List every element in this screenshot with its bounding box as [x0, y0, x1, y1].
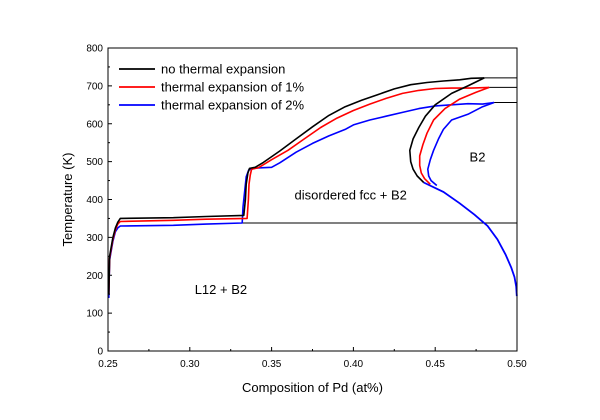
- y-tick-label-8: 800: [86, 44, 103, 55]
- y-tick-label-2: 200: [86, 271, 103, 282]
- y-tick-label-0: 0: [97, 347, 103, 358]
- x-tick-label-0: 0.25: [98, 359, 118, 370]
- x-tick-label-2: 0.35: [262, 359, 282, 370]
- common-boundary-line: [423, 181, 518, 297]
- y-tick-label-7: 700: [86, 81, 103, 92]
- x-tick-label-3: 0.40: [344, 359, 364, 370]
- x-axis-title: Composition of Pd (at%): [242, 380, 383, 395]
- legend: no thermal expansion thermal expansion of…: [119, 62, 305, 113]
- axes-layer: 0.25 0.30 0.35 0.40 0.45 0.50 0 100 200 300 400 500…: [86, 44, 527, 371]
- x-tick-label-4: 0.45: [425, 359, 445, 370]
- annotations-layer: disordered fcc + B2 B2 L12 + B2: [195, 150, 486, 298]
- boundary-branch-0: [409, 77, 485, 184]
- y-tick-label-1: 100: [86, 309, 103, 320]
- y-tick-label-6: 600: [86, 119, 103, 130]
- legend-label-1: thermal expansion of 1%: [161, 80, 305, 95]
- y-tick-label-3: 300: [86, 233, 103, 244]
- legend-label-2: thermal expansion of 2%: [161, 98, 305, 113]
- series-line-1: [108, 86, 490, 295]
- x-tick-label-5: 0.50: [507, 359, 527, 370]
- series-line-0: [108, 77, 485, 295]
- x-tick-label-1: 0.30: [180, 359, 200, 370]
- boundary-branch-1: [418, 86, 490, 185]
- annotation-1: B2: [470, 150, 486, 165]
- series-line-2: [108, 101, 495, 299]
- boundary-branch-2: [427, 101, 495, 187]
- y-tick-label-4: 400: [86, 195, 103, 206]
- y-tick-label-5: 500: [86, 157, 103, 168]
- annotation-2: L12 + B2: [195, 282, 247, 297]
- annotation-0: disordered fcc + B2: [295, 188, 407, 203]
- curves-layer: [108, 77, 518, 351]
- y-axis-title: Temperature (K): [60, 153, 75, 247]
- legend-label-0: no thermal expansion: [161, 62, 285, 77]
